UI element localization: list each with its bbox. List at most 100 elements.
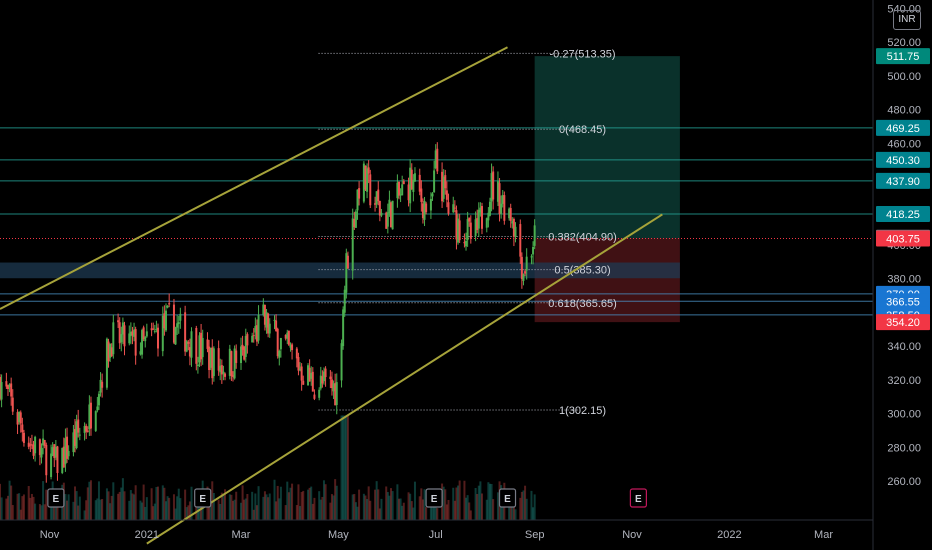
candle-body-107 xyxy=(239,346,242,364)
candle-body-207 xyxy=(463,241,466,244)
earnings-event-2[interactable]: E xyxy=(425,488,443,508)
volume-bar-155 xyxy=(345,415,348,520)
candle-body-222 xyxy=(496,181,499,202)
volume-bar-20 xyxy=(43,504,46,520)
candle-body-145 xyxy=(322,371,325,382)
volume-bar-158 xyxy=(353,494,356,520)
volume-bar-8 xyxy=(18,493,21,520)
volume-bar-13 xyxy=(29,497,32,520)
volume-bar-171 xyxy=(380,498,383,520)
candle-body-169 xyxy=(377,189,380,202)
highlight-zone xyxy=(0,262,680,279)
earnings-event-4[interactable]: E xyxy=(629,488,647,508)
candle-body-128 xyxy=(286,332,289,339)
volume-bar-194 xyxy=(433,502,436,520)
volume-bar-139 xyxy=(310,486,313,520)
candle-body-88 xyxy=(196,364,199,367)
price-tags-layer: 511.75469.25450.30437.90418.25404.20403.… xyxy=(876,48,930,331)
candle-body-165 xyxy=(367,167,370,174)
volume-bar-31 xyxy=(67,494,70,520)
candle-body-31 xyxy=(67,450,70,457)
volume-bar-18 xyxy=(40,505,43,520)
candle-body-41 xyxy=(89,402,92,429)
candle-body-191 xyxy=(425,203,428,213)
channel-layer xyxy=(0,46,663,545)
candle-body-146 xyxy=(324,368,327,378)
volume-bar-152 xyxy=(340,415,343,520)
candle-body-216 xyxy=(480,206,483,229)
candle-body-104 xyxy=(232,375,235,377)
candle-body-230 xyxy=(512,218,515,237)
price-tag-6: 403.75 xyxy=(886,233,920,245)
volume-bar-99 xyxy=(220,492,223,520)
candle-body-66 xyxy=(145,331,148,337)
candle-body-170 xyxy=(378,200,381,216)
candle-body-126 xyxy=(279,338,282,350)
volume-bar-170 xyxy=(378,508,381,520)
candle-body-91 xyxy=(201,337,204,358)
candle-body-143 xyxy=(319,375,322,389)
x-tick-7: 2022 xyxy=(717,529,741,541)
volume-bar-16 xyxy=(34,503,37,520)
volume-bar-154 xyxy=(343,415,346,520)
volume-bar-234 xyxy=(522,490,525,520)
volume-bar-156 xyxy=(346,415,349,520)
candle-body-76 xyxy=(168,303,171,305)
candle-body-200 xyxy=(445,190,448,200)
volume-bar-58 xyxy=(129,490,132,520)
volume-bar-62 xyxy=(139,500,142,520)
candle-body-109 xyxy=(243,346,246,360)
candle-body-151 xyxy=(335,382,338,405)
volume-bar-110 xyxy=(244,498,247,520)
candle-body-167 xyxy=(374,203,377,205)
volume-bar-199 xyxy=(444,489,447,520)
candle-body-34 xyxy=(75,421,78,448)
candle-body-234 xyxy=(522,274,525,281)
candle-body-137 xyxy=(307,365,310,386)
volume-bar-165 xyxy=(367,486,370,520)
volume-bar-157 xyxy=(351,494,354,520)
candle-body-42 xyxy=(94,411,97,431)
price-tag-3: 437.90 xyxy=(886,176,920,188)
candle-body-192 xyxy=(429,198,432,211)
candle-body-213 xyxy=(476,218,479,230)
candle-body-115 xyxy=(255,325,258,342)
candle-body-198 xyxy=(442,176,445,199)
volume-bar-1 xyxy=(0,497,3,520)
candle-body-122 xyxy=(273,319,276,321)
volume-bar-39 xyxy=(86,487,89,520)
candle-body-226 xyxy=(503,195,506,221)
candle-body-171 xyxy=(380,212,383,216)
volume-bar-38 xyxy=(85,500,88,520)
volume-bar-17 xyxy=(38,504,41,520)
currency-badge[interactable]: INR xyxy=(893,10,921,30)
volume-bar-70 xyxy=(155,486,158,520)
fib-label-5: 1(302.15) xyxy=(559,405,606,417)
volume-bar-83 xyxy=(185,507,188,520)
candle-body-180 xyxy=(401,184,404,196)
candle-body-89 xyxy=(198,335,201,363)
candle-body-178 xyxy=(397,181,400,196)
candle-body-99 xyxy=(220,365,223,375)
earnings-event-0[interactable]: E xyxy=(47,488,65,508)
candle-body-17 xyxy=(38,439,41,456)
volume-bar-128 xyxy=(286,481,289,520)
candle-body-112 xyxy=(251,335,254,343)
earnings-event-1[interactable]: E xyxy=(194,488,212,508)
candle-body-217 xyxy=(485,218,488,228)
volume-bar-209 xyxy=(466,495,469,520)
candle-body-37 xyxy=(83,426,86,433)
volume-bar-193 xyxy=(431,500,434,520)
earnings-event-3[interactable]: E xyxy=(498,488,517,508)
candle-body-65 xyxy=(144,337,147,342)
price-tag-box-1 xyxy=(876,119,930,136)
volume-bar-203 xyxy=(453,500,456,520)
volume-bar-218 xyxy=(487,482,490,520)
volume-bar-67 xyxy=(150,488,153,520)
volume-bar-147 xyxy=(329,502,332,520)
y-tick-12: 500.00 xyxy=(887,71,921,83)
y-tick-6: 380.00 xyxy=(887,274,921,286)
volume-bar-161 xyxy=(358,489,361,520)
